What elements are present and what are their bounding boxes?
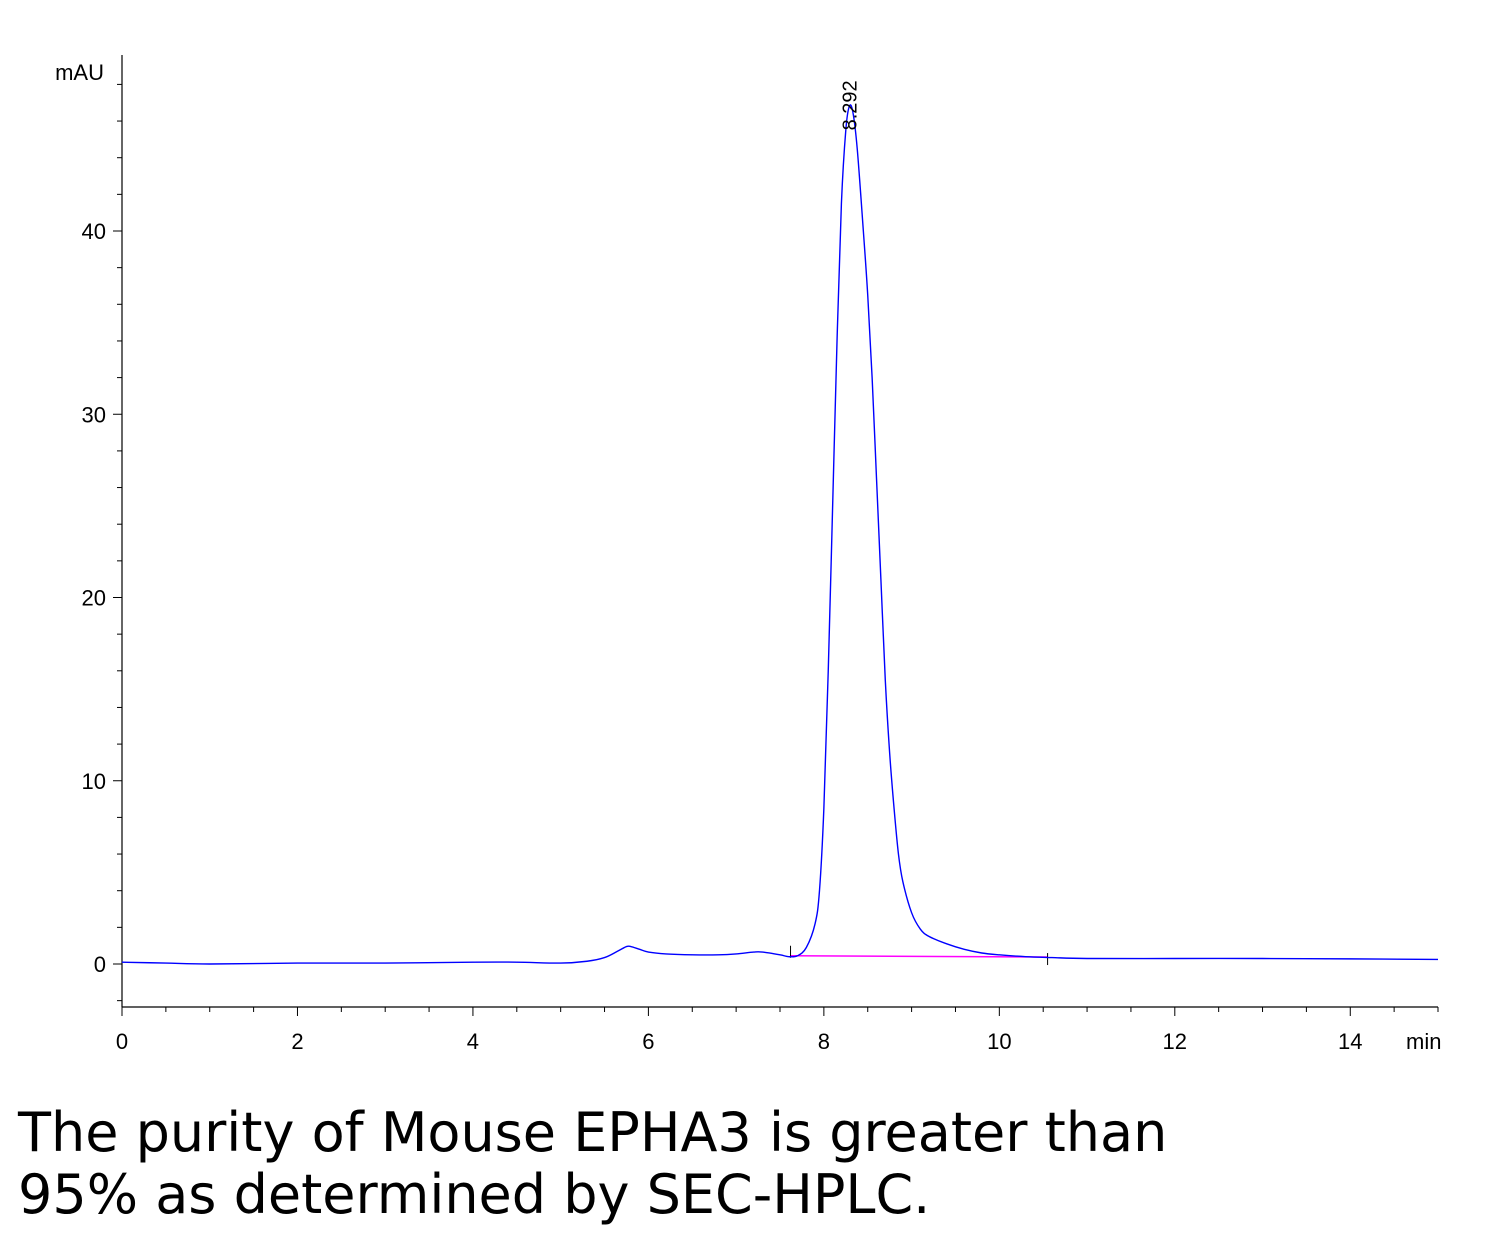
x-tick-label: 8 [818, 1029, 830, 1054]
y-tick-label: 10 [82, 769, 106, 794]
x-tick-label: 10 [987, 1029, 1011, 1054]
caption: The purity of Mouse EPHA3 is greater tha… [18, 1102, 1318, 1226]
y-axis: 0 10 20 30 40 [82, 55, 123, 1007]
y-tick-label: 0 [94, 952, 106, 977]
y-tick-label: 40 [82, 219, 106, 244]
series-line-0 [121, 104, 1439, 965]
peak-annotation: 8.292 [839, 80, 861, 130]
x-axis-label: min [1406, 1029, 1441, 1054]
x-axis: 0 2 4 6 8 10 12 14 [116, 1006, 1439, 1054]
y-axis-label: mAU [55, 60, 104, 85]
x-tick-label: 4 [467, 1029, 479, 1054]
caption-line-1: The purity of Mouse EPHA3 is greater tha… [18, 1101, 1168, 1164]
x-tick-label: 0 [116, 1029, 128, 1054]
chromatogram-chart: 0 10 20 30 40 0 2 4 6 8 10 12 14 8.292 mAU min [55, 55, 1441, 1054]
y-tick-label: 30 [82, 402, 106, 427]
x-tick-label: 2 [291, 1029, 303, 1054]
x-tick-label: 6 [642, 1029, 654, 1054]
x-tick-label: 14 [1338, 1029, 1362, 1054]
plot-area: 8.292 [121, 80, 1439, 966]
integration-baseline [790, 955, 1048, 958]
caption-line-2: 95% as determined by SEC-HPLC. [18, 1163, 931, 1226]
y-tick-label: 20 [82, 586, 106, 611]
x-tick-label: 12 [1163, 1029, 1187, 1054]
